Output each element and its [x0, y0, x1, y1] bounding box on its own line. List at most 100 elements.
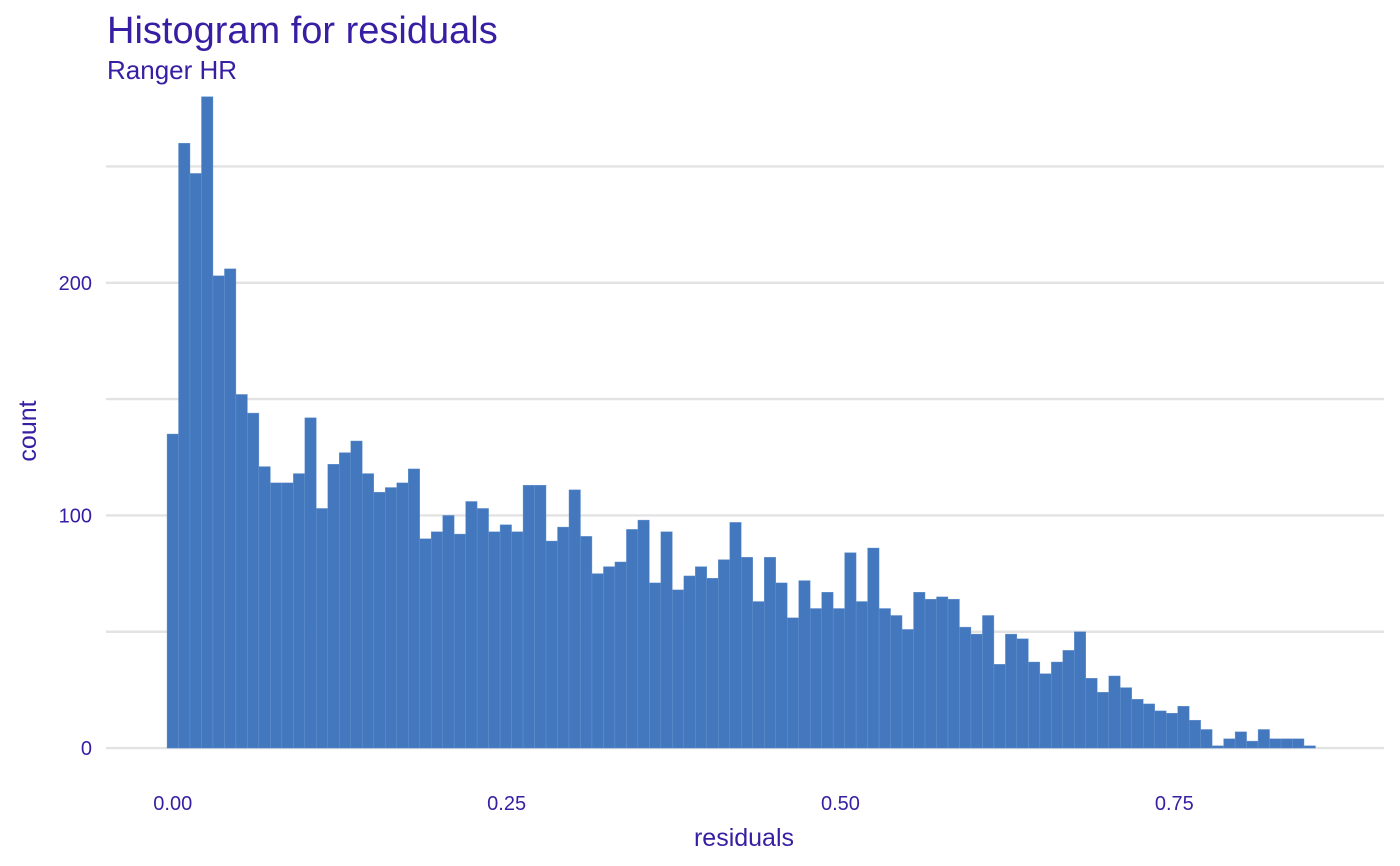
histogram-bar — [1257, 729, 1270, 749]
histogram-bar — [166, 433, 179, 749]
histogram-bar — [1097, 692, 1109, 749]
histogram-bar — [718, 559, 730, 749]
histogram-bar — [408, 468, 420, 749]
histogram-bar — [936, 596, 949, 749]
histogram-bar — [741, 557, 753, 749]
bars-layer — [166, 96, 1316, 749]
histogram-bar — [557, 526, 570, 749]
histogram-bar — [1051, 661, 1064, 749]
histogram-bar — [1211, 745, 1224, 749]
y-tick-label: 200 — [59, 273, 92, 295]
x-tick-label: 0.00 — [153, 793, 192, 815]
histogram-bar — [878, 608, 891, 749]
histogram-bar — [764, 557, 776, 749]
histogram-bar — [350, 440, 363, 749]
x-tick-label: 0.50 — [821, 793, 860, 815]
histogram-bar — [1085, 678, 1098, 749]
histogram-bar — [476, 508, 489, 749]
histogram-bar — [821, 592, 834, 749]
histogram-bar — [752, 601, 765, 749]
y-axis-ticks: 0 100 200 — [59, 273, 92, 760]
histogram-bar — [212, 275, 225, 749]
histogram-bar — [1188, 719, 1201, 749]
histogram-bar — [591, 573, 604, 749]
histogram-bar — [798, 580, 811, 749]
histogram-bar — [786, 617, 799, 749]
histogram-bar — [522, 484, 535, 749]
histogram-bar — [970, 633, 983, 749]
histogram-bar — [614, 561, 627, 749]
histogram-bar — [488, 531, 501, 749]
histogram-bar — [511, 531, 524, 749]
histogram-bar — [626, 529, 639, 749]
histogram-bar — [545, 540, 558, 749]
histogram-bar — [327, 464, 340, 749]
y-tick-label: 0 — [81, 738, 92, 760]
histogram-bar — [385, 487, 397, 749]
histogram-bar — [844, 552, 857, 749]
histogram-bar — [316, 508, 329, 749]
histogram-bar — [775, 582, 788, 749]
histogram-bar — [1154, 710, 1167, 749]
histogram-bar — [453, 533, 466, 749]
histogram-bar — [1108, 675, 1121, 749]
histogram-bar — [534, 484, 547, 749]
histogram-bar — [706, 578, 719, 749]
histogram-bar — [580, 536, 593, 749]
histogram-bar — [1303, 745, 1316, 749]
y-tick-label: 100 — [59, 505, 92, 527]
histogram-bar — [660, 531, 673, 749]
histogram-bar — [224, 268, 237, 749]
y-axis-title: count — [14, 400, 42, 461]
histogram-bar — [362, 473, 374, 749]
histogram-bar — [901, 629, 914, 749]
histogram-bar — [235, 394, 248, 749]
histogram-bar — [603, 566, 616, 749]
histogram-bar — [1200, 729, 1213, 749]
histogram-bar — [993, 664, 1006, 749]
histogram-bar — [430, 531, 443, 749]
histogram-bar — [247, 412, 260, 749]
histogram-bar — [1177, 706, 1190, 749]
histogram-bar — [270, 482, 283, 749]
histogram-bar — [1062, 650, 1075, 749]
histogram-bar — [339, 452, 351, 749]
histogram-bar — [947, 598, 960, 749]
histogram-bar — [568, 489, 581, 749]
histogram-bar — [729, 522, 742, 749]
histogram-bar — [695, 566, 708, 749]
histogram-bar — [178, 142, 191, 749]
histogram-bar — [442, 515, 455, 749]
histogram-bar — [189, 173, 202, 749]
histogram-bar — [1005, 633, 1018, 749]
x-tick-label: 0.25 — [487, 793, 526, 815]
histogram-bar — [637, 519, 650, 749]
histogram-bar — [1165, 712, 1178, 749]
histogram-bar — [924, 598, 937, 749]
histogram-bar — [419, 538, 432, 749]
histogram-bar — [465, 501, 478, 749]
histogram-bar — [913, 592, 926, 749]
histogram-bar — [1269, 738, 1282, 749]
histogram-bar — [867, 547, 880, 749]
histogram-bar — [982, 615, 995, 749]
histogram-bar — [1143, 703, 1155, 749]
histogram-bar — [855, 601, 868, 749]
histogram-bar — [293, 473, 306, 749]
histogram-bar — [499, 524, 512, 749]
histogram-bar — [1120, 687, 1132, 749]
histogram-bar — [281, 482, 294, 749]
histogram-bar — [396, 482, 409, 749]
x-tick-label: 0.75 — [1155, 793, 1194, 815]
histogram-bar — [1039, 673, 1052, 749]
x-axis-title: residuals — [694, 824, 794, 852]
histogram-bar — [832, 608, 845, 749]
histogram-bar — [683, 575, 696, 749]
histogram-bar — [1131, 699, 1144, 749]
histogram-bar — [1028, 661, 1041, 749]
histogram-bar — [1280, 738, 1293, 749]
histogram-bar — [649, 582, 662, 749]
chart-subtitle: Ranger HR — [107, 55, 238, 85]
histogram-bar — [1234, 731, 1247, 749]
